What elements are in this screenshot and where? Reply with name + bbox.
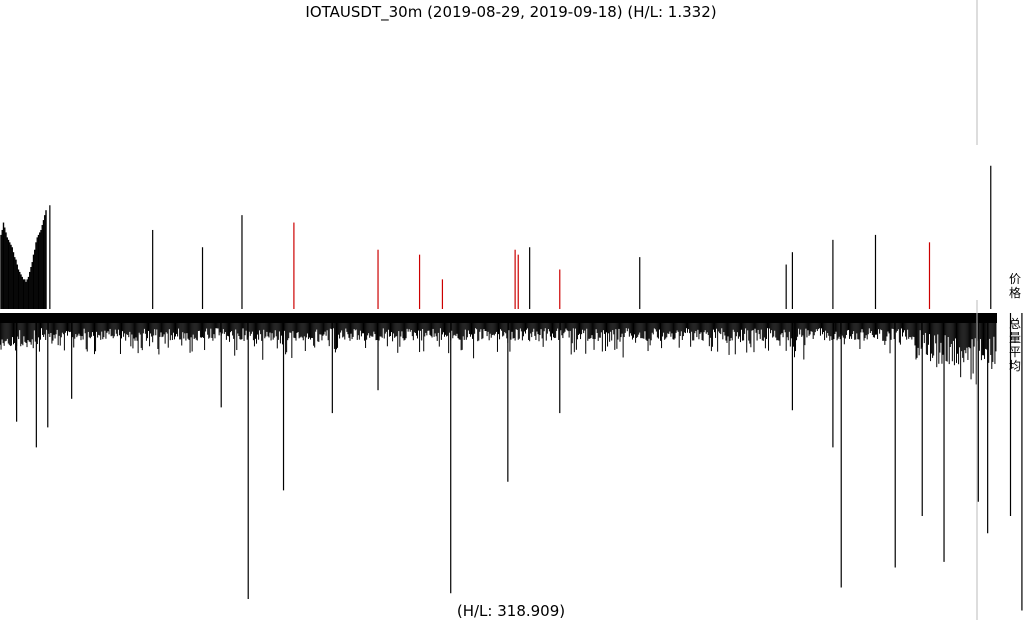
volume-panel — [0, 313, 1023, 611]
bottom-hl-text: (H/L: 318.909) — [457, 602, 565, 620]
volume-axis-label: 总量平均 — [1009, 317, 1021, 373]
volume-bars — [0, 313, 997, 385]
price-axis-label: 价格 — [1009, 272, 1021, 300]
chart-title: IOTAUSDT_30m (2019-08-29, 2019-09-18) (H… — [305, 3, 716, 22]
price-panel — [0, 165, 992, 309]
